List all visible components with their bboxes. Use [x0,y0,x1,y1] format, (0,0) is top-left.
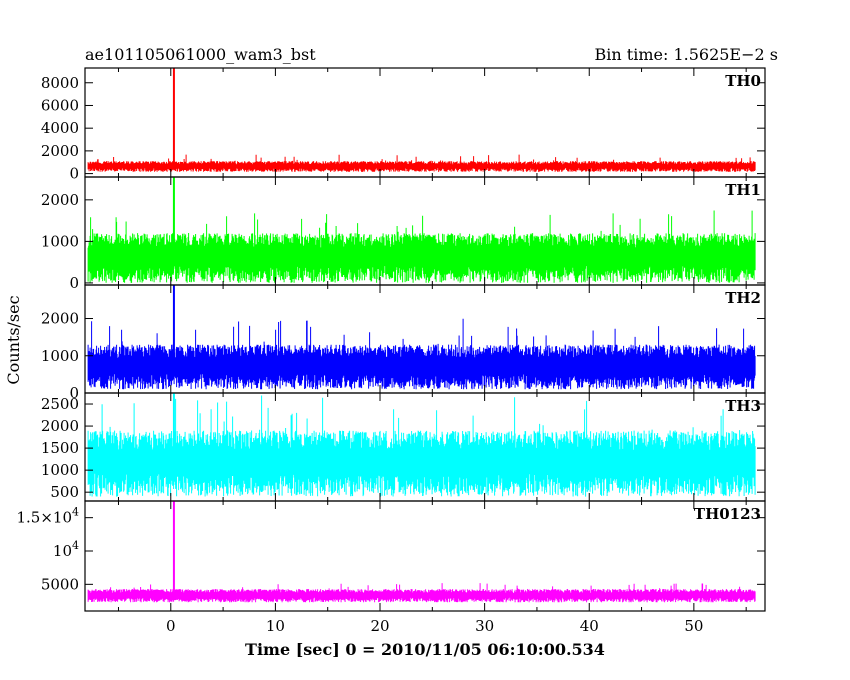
y-tick-label: 1500 [41,439,79,457]
panel-name-label: TH1 [725,181,761,199]
y-tick-label: 1000 [41,461,79,479]
x-tick-label: 0 [166,617,176,635]
y-axis-label: Counts/sec [4,295,23,384]
x-tick-label: 20 [370,617,389,635]
x-tick-label: 10 [266,617,285,635]
series-th3-line [87,395,756,497]
x-tick-label: 40 [580,617,599,635]
y-tick-label: 0 [69,384,79,402]
y-tick-label: 2500 [41,395,79,413]
y-tick-label: 1000 [41,347,79,365]
y-tick-label: 5000 [41,575,79,593]
panel-th2: 0 1000 2000 TH2 [41,284,766,402]
panel-name-label: TH0123 [694,505,761,523]
y-tick-label: 2000 [41,310,79,328]
series-th0-line [87,154,756,172]
y-tick-label: 0 [69,274,79,292]
series-th2-line [87,318,756,390]
y-tick-label: 0 [69,165,79,183]
y-tick-label: 2000 [41,191,79,209]
panel-th0123: 5000 104 1.5×104 TH0123 [16,500,766,612]
panel-th3: 500 1000 1500 2000 2500 TH3 [41,392,766,502]
x-tick-label: 30 [475,617,494,635]
y-tick-label: 2000 [41,417,79,435]
panel-frame [84,67,766,178]
panel-th0: 0 2000 4000 6000 8000 TH0 [41,67,766,183]
y-tick-label: 6000 [41,96,79,114]
panel-name-label: TH2 [725,289,761,307]
y-tick-label: 1000 [41,232,79,250]
panel-name-label: TH3 [725,397,761,415]
series-th0123-line [87,583,756,603]
x-axis-label: Time [sec] 0 = 2010/11/05 06:10:00.534 [245,640,605,659]
panel-th1: 0 1000 2000 TH1 [41,176,766,292]
bin-time-label: Bin time: 1.5625E−2 s [595,45,778,64]
y-tick-label: 4000 [41,119,79,137]
chart-title: ae101105061000_wam3_bst [85,45,316,64]
panel-name-label: TH0 [725,72,761,90]
series-th1-line [87,210,756,283]
y-tick-label: 8000 [41,74,79,92]
y-tick-label: 500 [50,483,79,501]
y-tick-label: 104 [53,539,79,560]
panel-frame [84,500,766,612]
y-tick-label: 1.5×104 [16,506,79,527]
y-tick-label: 2000 [41,142,79,160]
x-tick-label: 50 [684,617,703,635]
